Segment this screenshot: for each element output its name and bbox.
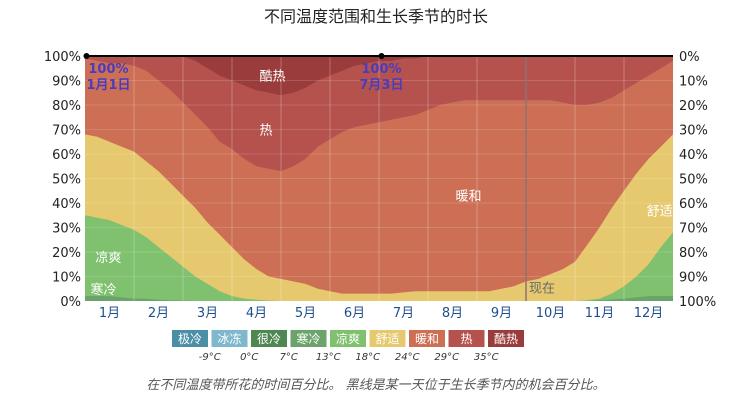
y-right-tick: 20%: [679, 99, 708, 114]
y-right-tick: 50%: [679, 173, 708, 188]
y-left-tick: 20%: [52, 246, 81, 261]
legend-item: 冰冻: [211, 330, 248, 347]
marker-date: 7月3日: [359, 78, 403, 93]
marker-value: 100%: [88, 62, 128, 77]
legend-swatch: [488, 330, 524, 347]
y-right-tick: 30%: [679, 124, 708, 139]
legend-swatch: [211, 330, 248, 347]
legend-item: 寒冷: [290, 330, 327, 347]
x-month-label: 10月: [536, 306, 566, 321]
legend-item: 舒适: [369, 330, 406, 347]
legend-item: 酷热: [488, 330, 524, 347]
legend-swatch: [330, 330, 366, 347]
legend-label: 凉爽: [336, 331, 360, 346]
band-cool: [85, 215, 673, 301]
y-left-tick: 70%: [52, 124, 81, 139]
legend-temp: 24°C: [395, 352, 420, 363]
legend-temp: 13°C: [316, 352, 341, 363]
axes: 0% 10% 20% 30% 40% 50% 60% 70% 80% 90% 100% 100% 90%…: [44, 50, 716, 321]
legend-item: 暖和: [409, 330, 445, 347]
legend-temp: 35°C: [474, 352, 499, 363]
legend-swatch: [290, 330, 327, 347]
x-month-label: 6月: [344, 306, 365, 321]
marker-dot: [83, 53, 90, 59]
band-label: 凉爽: [95, 251, 121, 266]
band-label: 舒适: [647, 204, 673, 219]
band-cold: [85, 296, 673, 301]
y-left-tick: 90%: [52, 75, 81, 90]
marker-value: 100%: [361, 62, 401, 77]
legend-swatch: [172, 330, 208, 347]
legend-temp: 29°C: [434, 352, 459, 363]
band-comfortable: [85, 134, 673, 301]
band-label: 热: [260, 124, 273, 139]
y-right-tick: 0%: [679, 50, 700, 65]
y-left-tick: 10%: [52, 271, 81, 286]
x-month-label: 9月: [491, 306, 512, 321]
marker-dot: [378, 53, 385, 59]
legend-label: 暖和: [415, 332, 439, 346]
legend-swatch: [448, 330, 485, 347]
band-label: 寒冷: [90, 282, 116, 298]
marker-date: 1月1日: [86, 78, 130, 93]
y-right-tick: 10%: [679, 75, 708, 90]
y-left-tick: 100%: [44, 50, 81, 65]
legend-label: 酷热: [494, 332, 518, 346]
now-label: 现在: [529, 281, 555, 296]
x-month-label: 7月: [393, 306, 414, 321]
legend-temp: 18°C: [355, 352, 380, 363]
y-right-tick: 70%: [679, 222, 708, 237]
legend-swatch: [369, 330, 406, 347]
band-label: 暖和: [456, 190, 482, 205]
x-month-label: 2月: [148, 306, 169, 321]
y-left-tick: 60%: [52, 148, 81, 163]
band-label: 酷热: [260, 70, 286, 85]
y-right-tick: 100%: [679, 295, 716, 310]
legend-item: 很冷: [251, 330, 287, 347]
legend-item: 极冷: [172, 330, 208, 347]
x-month-label: 11月: [585, 306, 615, 321]
y-left-tick: 0%: [60, 295, 81, 310]
legend: 极冷 冰冻 很冷 寒冷 凉爽 舒适 暖和 热 酷热 -9°C 0°C 7°C 13°C 18°C 24°C 2…: [172, 330, 524, 363]
legend-swatch: [409, 330, 445, 347]
legend-label: 寒冷: [296, 331, 320, 346]
legend-label: 极冷: [178, 332, 202, 346]
x-month-label: 5月: [295, 306, 316, 321]
x-month-label: 3月: [197, 306, 218, 321]
legend-item: 热: [448, 330, 485, 347]
legend-swatch: [251, 330, 287, 347]
x-month-label: 12月: [634, 306, 664, 321]
y-right-tick: 40%: [679, 148, 708, 163]
x-month-label: 4月: [246, 306, 267, 321]
legend-label: 冰冻: [217, 331, 241, 346]
y-left-tick: 50%: [52, 173, 81, 188]
chart-caption: 在不同温度带所花的时间百分比。 黑线是某一天位于生长季节内的机会百分比。: [146, 377, 605, 393]
legend-label: 热: [460, 332, 472, 346]
legend-temp: 0°C: [240, 352, 258, 363]
legend-item: 凉爽: [330, 330, 366, 347]
chart-title: 不同温度范围和生长季节的时长: [264, 7, 488, 26]
legend-label: 舒适: [375, 332, 399, 346]
y-left-tick: 40%: [52, 197, 81, 212]
y-left-tick: 30%: [52, 222, 81, 237]
x-month-label: 8月: [442, 306, 463, 321]
x-month-label: 1月: [99, 306, 120, 321]
legend-temp: 7°C: [280, 352, 298, 363]
y-right-tick: 60%: [679, 197, 708, 212]
legend-label: 很冷: [257, 332, 281, 346]
y-right-tick: 90%: [679, 271, 708, 286]
y-right-tick: 80%: [679, 246, 708, 261]
y-left-tick: 80%: [52, 99, 81, 114]
legend-temp: -9°C: [199, 352, 221, 363]
